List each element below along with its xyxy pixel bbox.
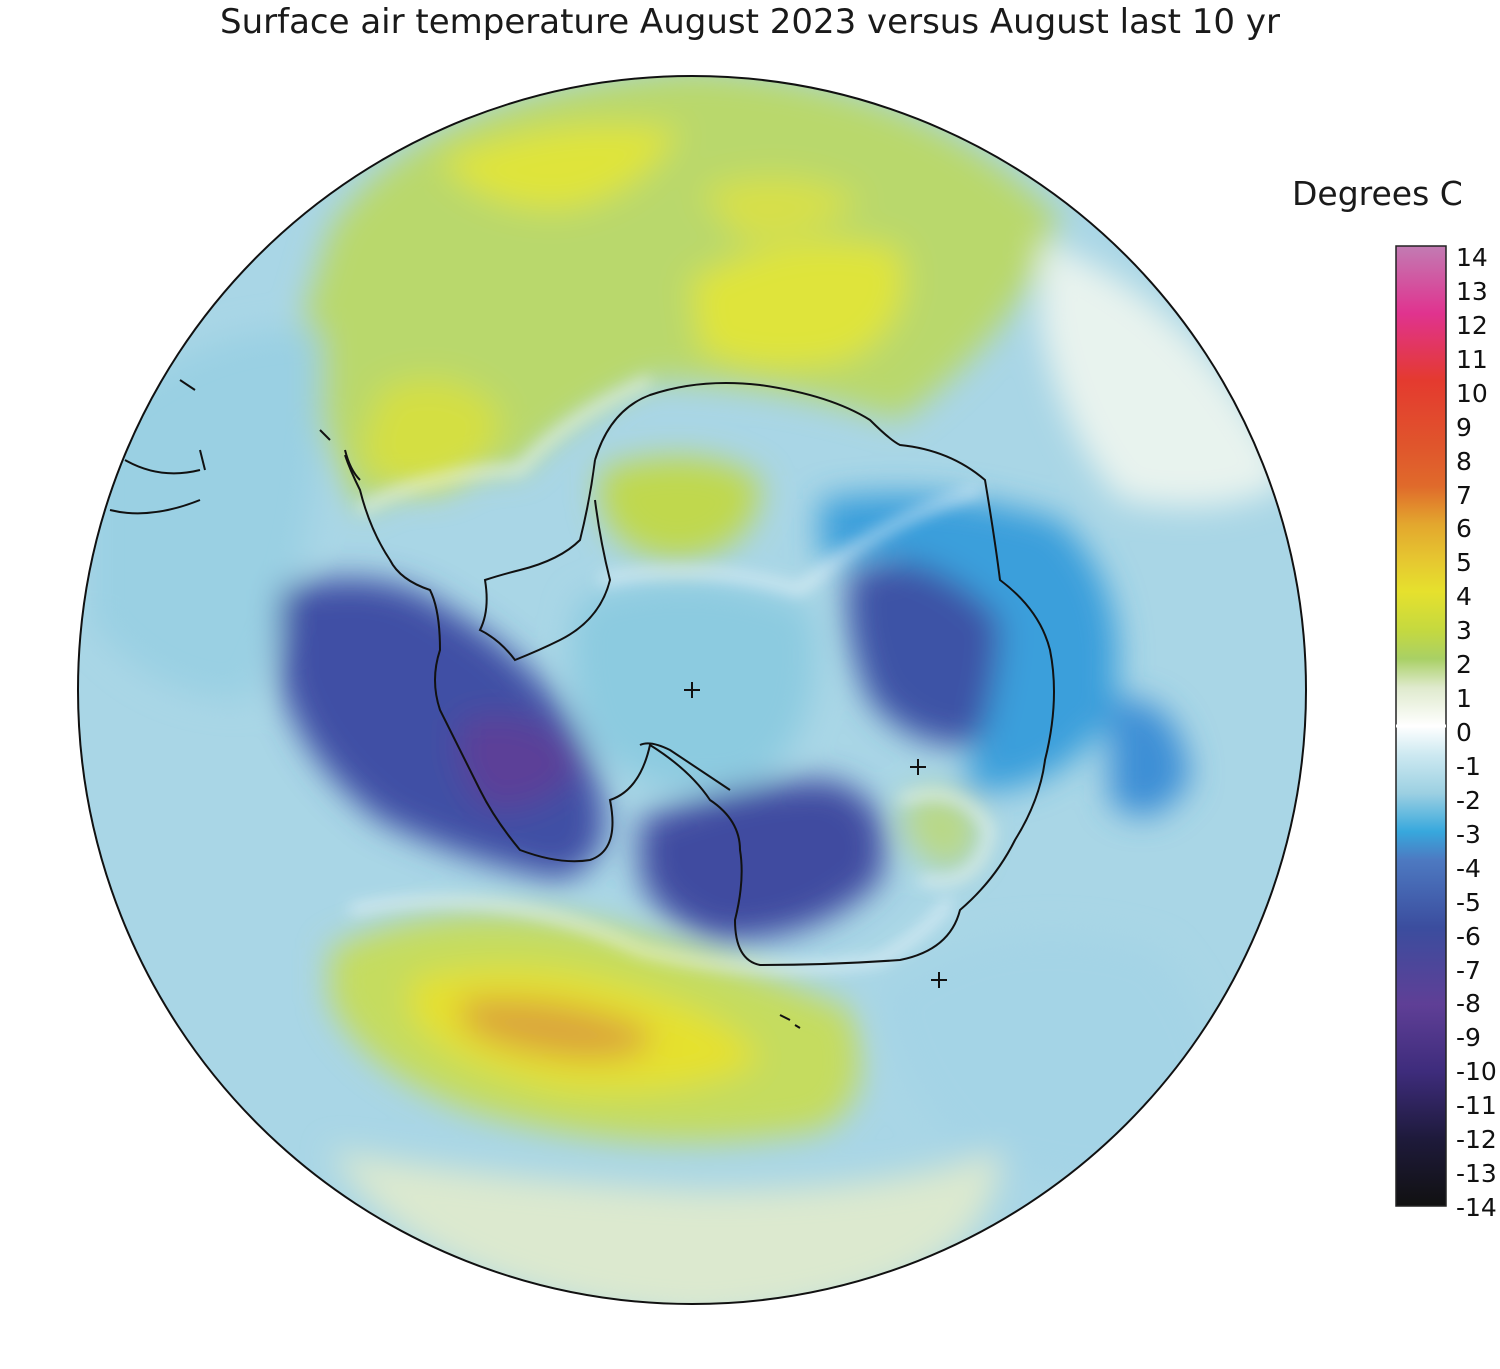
colorbar-tick-label: 5	[1456, 548, 1472, 578]
colorbar-tick-label: -9	[1456, 1023, 1481, 1053]
antarctica-coastline	[109, 379, 1055, 1029]
colorbar-tick-label: 14	[1456, 243, 1488, 272]
colorbar-tick-label: 11	[1456, 344, 1488, 374]
colorbar-tick-label: 10	[1456, 378, 1488, 408]
colorbar-tick-label: -10	[1456, 1057, 1497, 1087]
legend-title: Degrees C	[1292, 174, 1463, 213]
colorbar-tick-label: 8	[1456, 446, 1472, 476]
colorbar-tick-label: -4	[1456, 853, 1481, 883]
colorbar-tick-label: 3	[1456, 616, 1472, 646]
colorbar-tick-label: 2	[1456, 650, 1472, 680]
colorbar-tick-label: 0	[1456, 718, 1472, 747]
colorbar-tick-label: -8	[1456, 989, 1481, 1019]
colorbar-tick-label: -5	[1456, 887, 1481, 917]
colorbar-tick-label: 4	[1456, 582, 1472, 612]
colorbar-tick-label: -3	[1456, 819, 1481, 849]
map-boundary	[77, 75, 1307, 1305]
colorbar-tick-label: -14	[1456, 1193, 1497, 1222]
colorbar-tick-label: -13	[1456, 1159, 1497, 1189]
colorbar-tick-label: -1	[1456, 751, 1481, 781]
anomaly-field	[78, 76, 1306, 1304]
plus-marker	[684, 682, 700, 698]
colorbar-tick-label: -12	[1456, 1125, 1497, 1155]
plus-marker	[931, 972, 947, 988]
colorbar-tick-label: 6	[1456, 514, 1472, 544]
map-title: Surface air temperature August 2023 vers…	[220, 2, 1280, 42]
colorbar-tick-label: -2	[1456, 785, 1481, 815]
colorbar-tick-label: 9	[1456, 412, 1472, 442]
colorbar-tick-label: -7	[1456, 955, 1481, 985]
colorbar-tick-label: 1	[1456, 684, 1472, 714]
colorbar-tick-label: -6	[1456, 921, 1481, 951]
colorbar-tick-label: 7	[1456, 480, 1472, 510]
colorbar-tick-label: 12	[1456, 310, 1488, 340]
plus-marker	[910, 759, 926, 775]
colorbar-tick-label: 13	[1456, 276, 1488, 306]
colorbar-tick-label: -11	[1456, 1091, 1497, 1121]
